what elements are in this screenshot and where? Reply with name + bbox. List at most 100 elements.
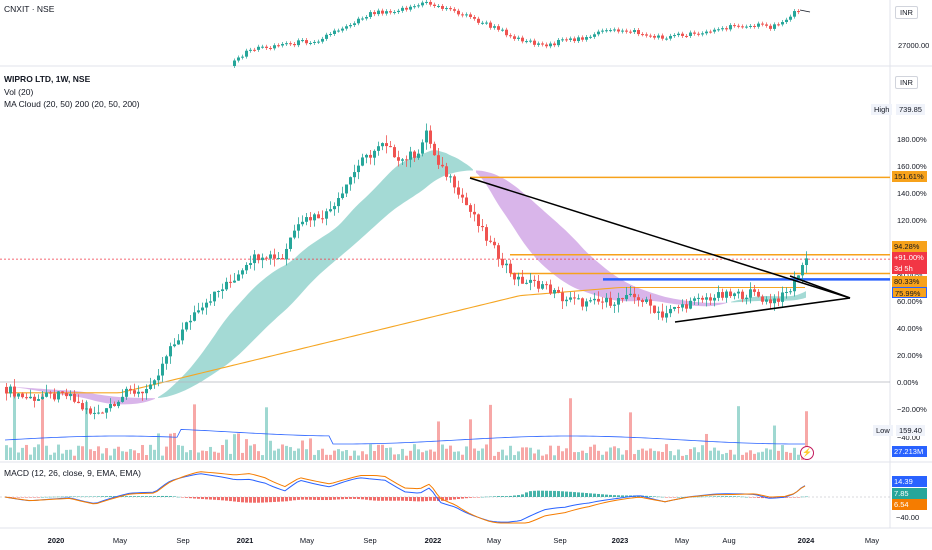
macd-histogram-bar [405, 497, 408, 501]
main-currency-badge[interactable]: INR [895, 76, 918, 89]
macd-histogram-bar [357, 497, 360, 500]
volume-bar [785, 451, 788, 460]
volume-bar [621, 454, 624, 460]
volume-bar [281, 444, 284, 460]
candle-body [605, 297, 608, 303]
candle-body [693, 298, 696, 301]
volume-bar [753, 453, 756, 460]
candle-body [189, 320, 192, 323]
y-tick-label: 160.00% [897, 162, 927, 171]
candle-body [177, 340, 180, 345]
macd-histogram-bar [317, 497, 320, 500]
macd-histogram-bar [665, 497, 668, 498]
macd-histogram-bar [653, 496, 656, 497]
macd-histogram-bar [549, 490, 552, 497]
volume-bar [421, 452, 424, 460]
candle-body [109, 403, 112, 409]
ma-cloud [8, 150, 806, 405]
volume-bar [657, 451, 660, 460]
candle-body [149, 384, 152, 390]
volume-bar [617, 448, 620, 460]
candle-body [321, 218, 324, 220]
volume-bar [589, 446, 592, 460]
top-candle-body [245, 50, 248, 57]
volume-bar [257, 451, 260, 460]
candle-body [413, 151, 416, 158]
level-lines [0, 176, 890, 281]
top-candle-body [241, 56, 244, 58]
bar-countdown: 3d 5h [892, 263, 927, 274]
candle-body [233, 280, 236, 283]
macd-histogram-bar [525, 492, 528, 497]
macd-histogram-bar [741, 496, 744, 498]
top-candle-body [549, 43, 552, 47]
candle-body [677, 306, 680, 308]
volume-bar [585, 453, 588, 460]
macd-histogram-bar [61, 496, 64, 498]
volume-bar [165, 446, 168, 460]
candle-body [365, 154, 368, 158]
macd-histogram-bar [217, 497, 220, 501]
volume-bar [441, 444, 444, 460]
volume-bar [109, 455, 112, 460]
volume-bar [161, 455, 164, 460]
volume-bar [261, 455, 264, 460]
candle-body [573, 297, 576, 299]
x-tick-label: May [487, 536, 501, 545]
volume-bar [141, 444, 144, 460]
candle-body [609, 297, 612, 306]
x-tick-label: 2023 [612, 536, 629, 545]
top-candle-body [753, 25, 756, 27]
x-tick-label: Sep [363, 536, 376, 545]
volume-bar [777, 450, 780, 460]
volume-bar [309, 438, 312, 460]
volume-bar [489, 404, 492, 460]
macd-histogram-bar [169, 496, 172, 497]
volume-bar [365, 454, 368, 460]
top-candle-body [777, 24, 780, 26]
indicator-ma-cloud[interactable]: MA Cloud (20, 50) 200 (20, 50, 200) [4, 99, 140, 109]
macd-histogram-bar [261, 497, 264, 503]
top-candle-body [269, 47, 272, 49]
triangle-apex-line [789, 275, 851, 299]
top-candle-body [405, 7, 408, 10]
candle-body [197, 310, 200, 313]
candle-body [41, 396, 44, 400]
macd-histogram-bar [309, 497, 312, 500]
macd-histogram-bar [617, 495, 620, 497]
lightning-icon[interactable]: ⚡ [800, 446, 814, 460]
candle-body [553, 289, 556, 294]
ma-cloud-segment [158, 150, 473, 399]
macd-histogram-bar [429, 497, 432, 501]
top-candle-body [745, 26, 748, 28]
x-tick-label: May [300, 536, 314, 545]
top-candle-body [561, 39, 564, 41]
volume-bar [389, 447, 392, 460]
top-candle-body [321, 38, 324, 42]
candle-body [701, 297, 704, 300]
macd-histogram-bar [449, 497, 452, 500]
macd-histogram-bar [453, 497, 456, 500]
volume-bar [629, 412, 632, 460]
macd-histogram-bar [581, 492, 584, 497]
indicator-volume[interactable]: Vol (20) [4, 87, 34, 97]
volume-bar [217, 452, 220, 460]
top-candle-body [309, 42, 312, 44]
top-candle-body [589, 36, 592, 38]
trendlines[interactable] [469, 177, 851, 323]
top-candle-body [377, 10, 380, 15]
candle-body [313, 214, 316, 221]
volume-bar [301, 440, 304, 460]
top-candle-body [341, 28, 344, 31]
candle-body [557, 289, 560, 293]
top-currency-badge[interactable]: INR [895, 6, 918, 19]
top-candle-body [629, 31, 632, 33]
candle-body [649, 299, 652, 306]
macd-histogram-bar [185, 497, 188, 498]
macd-title[interactable]: MACD (12, 26, close, 9, EMA, EMA) [4, 468, 141, 478]
macd-histogram-bar [513, 495, 516, 497]
macd-histogram-bar [397, 497, 400, 501]
candle-body [301, 221, 304, 225]
candle-body [273, 254, 276, 259]
